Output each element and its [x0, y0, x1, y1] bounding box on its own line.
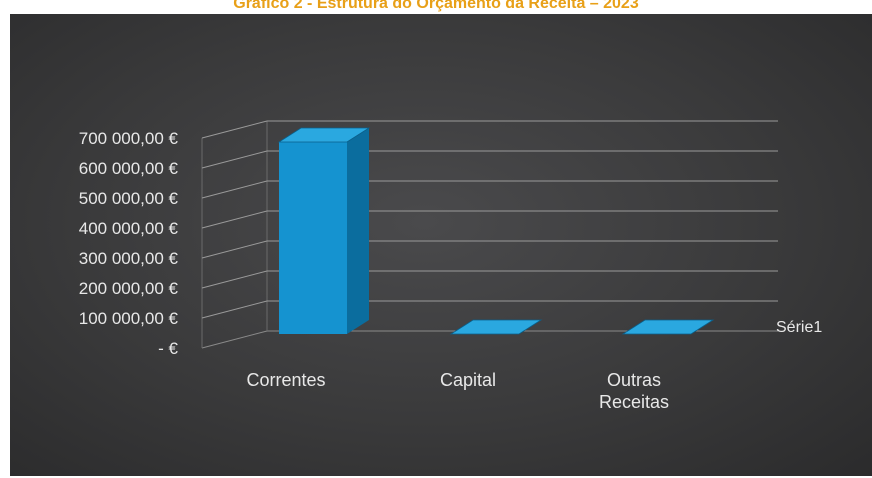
x-category-line: Receitas — [599, 392, 669, 412]
gridline-side — [201, 300, 268, 319]
gridline-side — [201, 210, 268, 229]
y-axis-ticks: - € 100 000,00 € 200 000,00 € 300 000,00 € 4… — [79, 129, 179, 358]
bar — [621, 319, 715, 335]
x-category-label: Outras Receitas — [599, 370, 669, 412]
gridline-side — [201, 270, 268, 289]
bars — [277, 127, 715, 335]
x-category-line: Outras — [607, 370, 661, 390]
y-tick-label: - € — [158, 339, 178, 358]
gridline-side — [201, 240, 268, 259]
floor-side-line — [201, 330, 268, 349]
y-tick-label: 400 000,00 € — [79, 219, 179, 238]
bar-top-face — [277, 127, 371, 143]
bar — [449, 319, 543, 335]
x-category-line: Correntes — [246, 370, 325, 390]
bar-front-face — [279, 142, 347, 334]
legend-label: Série1 — [776, 319, 822, 336]
y-tick-label: 700 000,00 € — [79, 129, 179, 148]
x-category-label: Capital — [440, 370, 496, 390]
y-tick-label: 100 000,00 € — [79, 309, 179, 328]
bar-top-face — [621, 319, 715, 335]
chart-title: Gráfico 2 - Estrutura do Orçamento da Re… — [233, 0, 639, 12]
bar-side-face — [347, 128, 369, 334]
bar — [277, 127, 371, 334]
y-tick-label: 500 000,00 € — [79, 189, 179, 208]
y-tick-label: 200 000,00 € — [79, 279, 179, 298]
gridline-side — [201, 120, 268, 139]
y-tick-label: 300 000,00 € — [79, 249, 179, 268]
plot-area — [10, 14, 872, 476]
legend: Série1 — [776, 319, 822, 336]
x-category-label: Correntes — [246, 370, 325, 390]
gridline-side — [201, 180, 268, 199]
x-axis-categories: Correntes Capital Outras Receitas — [246, 370, 669, 412]
x-category-line: Capital — [440, 370, 496, 390]
gridline-side — [201, 150, 268, 169]
bar-top-face — [449, 319, 543, 335]
y-tick-label: 600 000,00 € — [79, 159, 179, 178]
